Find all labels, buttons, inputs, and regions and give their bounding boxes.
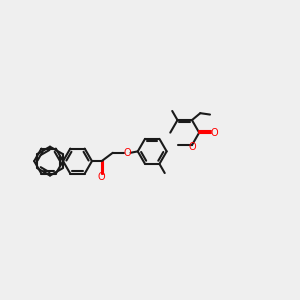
Text: O: O (189, 142, 196, 152)
Text: O: O (211, 128, 218, 138)
Text: O: O (124, 148, 131, 158)
Text: O: O (98, 172, 106, 182)
